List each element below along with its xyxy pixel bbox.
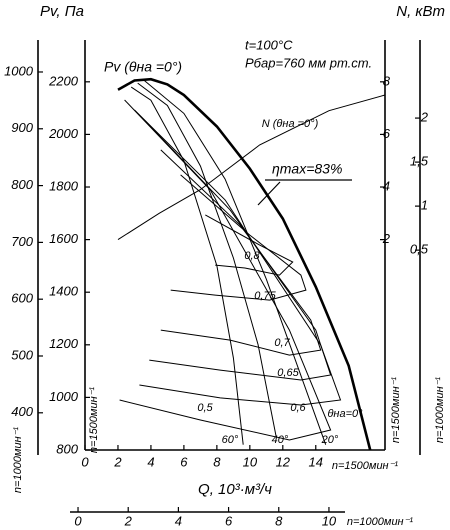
y-axis-title: Pv, Па xyxy=(40,3,84,20)
x-tick-label: 8 xyxy=(275,513,283,528)
x-tick-label: 8 xyxy=(213,454,221,469)
y-tick-label: 1000 xyxy=(4,63,34,78)
series-label: 0,75 xyxy=(254,290,276,302)
series-label: 0,6 xyxy=(290,402,306,414)
x-tick-label: 6 xyxy=(180,454,188,469)
speed-label: n=1500мин⁻¹ xyxy=(88,387,100,454)
y-tick-label: 2 xyxy=(420,110,429,125)
y-tick-label: 700 xyxy=(11,234,33,249)
series-line xyxy=(117,77,372,451)
series-line xyxy=(130,86,244,445)
annotation: ηmax=83% xyxy=(272,161,342,177)
y2-axis-title: N, кВт xyxy=(396,3,445,20)
y-tick-label: 600 xyxy=(11,291,33,306)
series-label: 0,8 xyxy=(244,250,260,262)
x-tick-label: 4 xyxy=(175,513,182,528)
speed-label: n=1500мин⁻¹ xyxy=(390,377,402,444)
y-tick-label: 1200 xyxy=(49,336,79,351)
series-line xyxy=(119,99,332,441)
x-tick-label: 0 xyxy=(74,513,82,528)
y-tick-label: 0,5 xyxy=(410,242,429,257)
series-line xyxy=(205,214,294,276)
y-tick-label: 1000 xyxy=(49,389,79,404)
y-tick-label: 1,5 xyxy=(410,154,429,169)
y-tick-label: 1800 xyxy=(49,178,79,193)
annotation: t=100°C xyxy=(245,37,293,52)
series-line xyxy=(117,94,386,241)
y-tick-label: 1 xyxy=(421,198,428,213)
series-line xyxy=(143,80,327,445)
x-tick-label: 2 xyxy=(124,513,133,528)
series-line xyxy=(170,174,307,301)
series-label: θна=0° xyxy=(327,408,363,420)
x-tick-label: 0 xyxy=(81,454,89,469)
series-label: 0,7 xyxy=(274,337,290,349)
annotation: Pv (θна =0°) xyxy=(104,59,182,75)
series-line xyxy=(160,149,322,356)
series-label: N (θна =0°) xyxy=(262,118,319,130)
y-tick-label: 2 xyxy=(382,231,391,246)
x-tick-label: 4 xyxy=(147,454,154,469)
label-leader xyxy=(257,181,281,206)
y-tick-label: 900 xyxy=(11,120,33,135)
speed-label: n=1000мин⁻¹ xyxy=(12,427,24,494)
series-line xyxy=(134,109,342,406)
y-tick-label: 8 xyxy=(383,73,391,88)
x-tick-label: 10 xyxy=(322,513,337,528)
x-tick-label: 10 xyxy=(243,454,258,469)
series-line xyxy=(137,82,277,437)
series-label: 0,65 xyxy=(277,367,299,379)
series-label: 0,5 xyxy=(197,402,213,414)
y-tick-label: 800 xyxy=(11,177,33,192)
x-tick-label: 12 xyxy=(276,454,291,469)
y-tick-label: 2200 xyxy=(48,73,79,88)
x-tick-label: 2 xyxy=(113,454,122,469)
series-label: 60° xyxy=(222,434,239,446)
y-tick-label: 400 xyxy=(11,404,33,419)
series-line xyxy=(143,119,332,381)
y-tick-label: 500 xyxy=(11,347,33,362)
annotation: Pбар=760 мм рт.ст. xyxy=(245,55,372,70)
y-tick-label: 1400 xyxy=(49,284,79,299)
x-axis-title: Q, 10³·м³/ч xyxy=(198,481,272,498)
y-tick-label: 6 xyxy=(383,126,391,141)
y-tick-label: 800 xyxy=(56,441,78,456)
series-label: 40° xyxy=(272,434,289,446)
y-tick-label: 4 xyxy=(383,178,390,193)
x-tick-label: 6 xyxy=(225,513,233,528)
y-tick-label: 2000 xyxy=(48,126,79,141)
speed-label: n=1500мин⁻¹ xyxy=(332,460,399,472)
series-label: 20° xyxy=(321,434,339,446)
y-tick-label: 1600 xyxy=(49,231,79,246)
x-tick-label: 14 xyxy=(309,454,323,469)
speed-label: n=1000мин⁻¹ xyxy=(347,516,414,528)
speed-label: n=1000мин⁻¹ xyxy=(434,377,446,444)
